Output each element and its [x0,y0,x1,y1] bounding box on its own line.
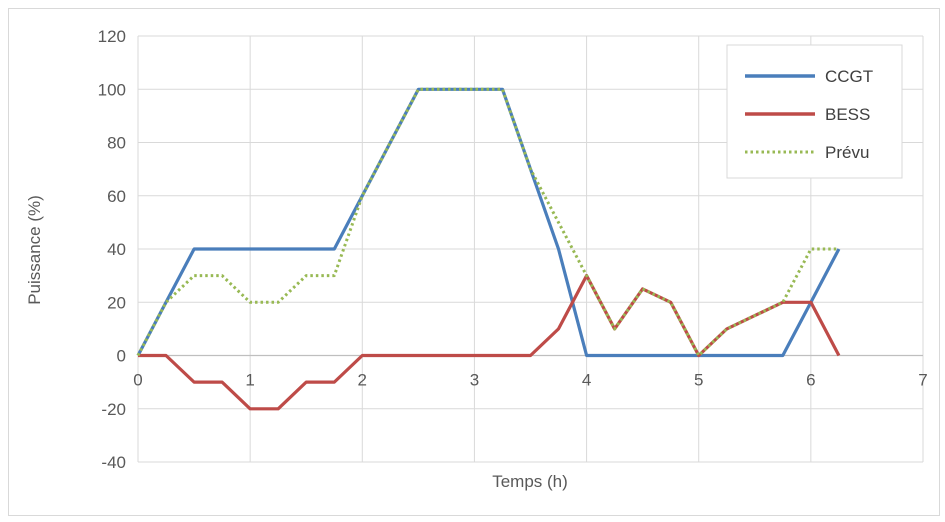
tick-labels: -40 -20 0 20 40 60 80 100 120 0 1 2 3 4 5 6 7 [98,27,928,472]
y-tick-label: -40 [101,453,126,472]
x-tick-label: 2 [358,371,367,390]
legend-label: Prévu [825,143,869,162]
x-tick-label: 1 [245,371,254,390]
y-tick-label: 40 [107,240,126,259]
y-tick-label: 80 [107,134,126,153]
x-tick-label: 7 [918,371,927,390]
y-axis-title: Puissance (%) [25,195,44,305]
series-lines [136,87,841,411]
y-tick-label: 120 [98,27,126,46]
x-tick-label: 0 [133,371,142,390]
series-line-pr-vu [136,87,839,357]
y-tick-label: -20 [101,400,126,419]
legend-label: CCGT [825,67,873,86]
legend-box [726,44,903,179]
y-tick-label: 60 [107,187,126,206]
x-tick-label: 3 [470,371,479,390]
x-tick-label: 5 [694,371,703,390]
x-tick-label: 6 [806,371,815,390]
legend: CCGT BESS Prévu [726,44,903,179]
legend-label: BESS [825,105,870,124]
y-tick-label: 20 [107,293,126,312]
x-axis-title: Temps (h) [492,472,568,491]
y-tick-label: 0 [117,347,126,366]
x-tick-label: 4 [582,371,591,390]
y-tick-label: 100 [98,80,126,99]
